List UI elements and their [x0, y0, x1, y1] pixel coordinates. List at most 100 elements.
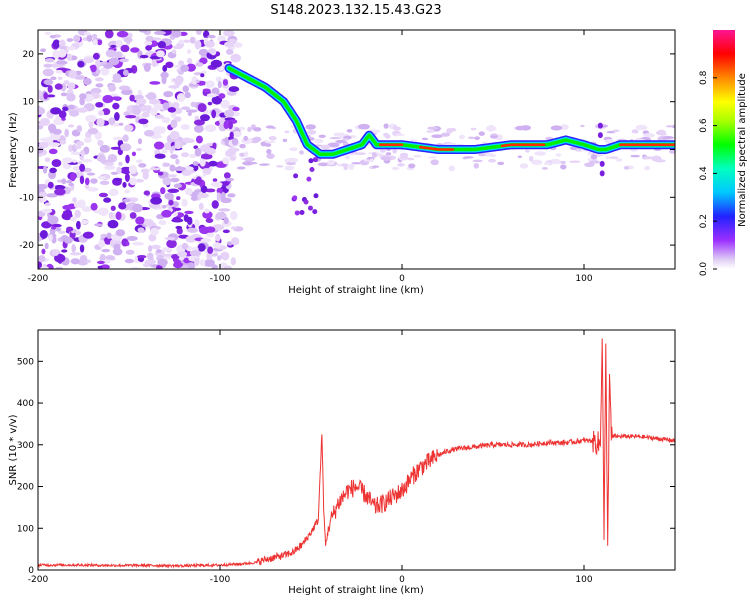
- noise-blob: [125, 249, 135, 255]
- noise-blob: [232, 131, 241, 137]
- noise-blob: [54, 253, 66, 263]
- noise-blob: [171, 145, 176, 151]
- noise-blob: [124, 115, 137, 119]
- noise-blob: [204, 258, 215, 267]
- noise-blob: [39, 118, 50, 126]
- noise-blob: [216, 255, 222, 261]
- noise-blob: [187, 111, 192, 117]
- noise-blob: [138, 163, 147, 168]
- noise-blob: [58, 39, 66, 48]
- noise-blob: [73, 202, 80, 209]
- noise-blob: [79, 244, 85, 253]
- noise-blob: [64, 128, 69, 138]
- faint-blob: [276, 165, 284, 168]
- noise-blob: [46, 94, 56, 98]
- noise-blob: [207, 101, 213, 106]
- noise-blob: [157, 258, 168, 267]
- faint-blob: [239, 126, 246, 131]
- branch-blob: [312, 209, 318, 215]
- noise-blob: [189, 36, 196, 44]
- noise-blob: [69, 252, 82, 256]
- faint-blob: [427, 126, 439, 130]
- spike-blob: [599, 170, 605, 177]
- noise-blob: [67, 82, 76, 90]
- x-tick-label: -200: [28, 274, 49, 284]
- noise-blob: [120, 166, 132, 175]
- noise-blob: [108, 117, 116, 125]
- noise-blob: [182, 137, 191, 143]
- noise-blob: [185, 235, 197, 243]
- colorbar-tick-label: 0.6: [699, 118, 709, 133]
- faint-blob: [584, 162, 595, 168]
- faint-blob: [239, 152, 246, 157]
- noise-blob: [124, 258, 135, 264]
- y-tick-label: -10: [19, 193, 34, 203]
- noise-blob: [60, 92, 68, 97]
- noise-blob: [198, 202, 204, 211]
- noise-blob: [149, 81, 161, 85]
- noise-blob: [137, 138, 143, 145]
- noise-blob: [172, 167, 184, 172]
- noise-blob: [99, 144, 110, 153]
- noise-blob: [139, 30, 148, 33]
- noise-blob: [193, 257, 200, 267]
- noise-blob: [194, 189, 203, 193]
- spectrogram-y-axis: -20 -10 0 10 20: [19, 50, 675, 251]
- noise-blob: [230, 53, 241, 63]
- noise-blob: [168, 199, 174, 206]
- noise-blob: [210, 181, 223, 188]
- faint-blob: [408, 163, 416, 169]
- noise-blob: [176, 251, 188, 258]
- noise-blob: [98, 239, 106, 248]
- noise-blob: [170, 154, 179, 159]
- noise-blob: [215, 233, 221, 242]
- faint-blob: [587, 151, 593, 156]
- noise-blob: [228, 38, 237, 43]
- noise-blob: [120, 44, 130, 53]
- y-tick-label: 200: [17, 483, 34, 493]
- noise-blob: [71, 144, 78, 153]
- noise-blob: [161, 209, 172, 218]
- branch-blob: [303, 199, 309, 205]
- faint-blob: [544, 161, 552, 166]
- faint-blob: [635, 124, 648, 131]
- noise-blob: [132, 203, 143, 213]
- noise-blob: [225, 48, 234, 55]
- noise-blob: [155, 114, 165, 119]
- noise-blob: [49, 34, 57, 39]
- faint-blob: [467, 136, 476, 140]
- faint-blob: [472, 159, 483, 163]
- noise-blob: [172, 216, 182, 222]
- noise-blob: [143, 63, 151, 72]
- noise-blob: [189, 153, 197, 159]
- noise-blob: [97, 265, 103, 269]
- noise-blob: [171, 49, 177, 54]
- faint-blob: [560, 160, 566, 164]
- noise-blob: [180, 124, 190, 130]
- noise-blob: [102, 108, 111, 116]
- faint-blob: [520, 125, 531, 131]
- noise-blob: [212, 178, 218, 183]
- faint-blob: [612, 129, 620, 133]
- noise-blob: [217, 35, 226, 43]
- faint-blob: [399, 156, 409, 160]
- noise-blob: [86, 172, 96, 176]
- noise-blob: [186, 57, 193, 65]
- faint-blob: [470, 127, 477, 131]
- faint-blob: [590, 153, 597, 160]
- noise-blob: [110, 96, 122, 101]
- noise-blob: [220, 99, 230, 109]
- noise-blob: [210, 59, 223, 68]
- faint-blob: [305, 124, 316, 130]
- noise-blob: [99, 180, 110, 186]
- faint-blob: [489, 135, 499, 138]
- noise-blob: [81, 159, 93, 163]
- noise-blob: [70, 151, 82, 155]
- noise-blob: [83, 137, 92, 143]
- noise-blob: [152, 125, 165, 135]
- noise-blob: [102, 95, 114, 103]
- faint-blob: [421, 137, 429, 141]
- snr-y-label: SNR (10 * v/v): [8, 414, 19, 485]
- noise-blob: [118, 85, 131, 91]
- noise-blob: [125, 241, 130, 246]
